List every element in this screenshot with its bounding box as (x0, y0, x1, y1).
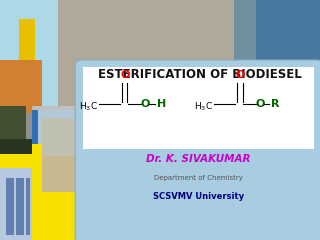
Bar (83, 67, 314, 149)
Bar (192, 110, 218, 139)
Text: Department of Chemistry: Department of Chemistry (154, 175, 243, 181)
Bar (80, 168, 128, 240)
Text: H$_3$C: H$_3$C (79, 101, 98, 113)
Bar (176, 108, 234, 144)
Bar (234, 108, 282, 168)
Text: O: O (140, 99, 150, 109)
Bar (19, 19, 35, 91)
Bar (234, 0, 320, 240)
Bar (38, 110, 77, 149)
Text: O: O (235, 70, 245, 80)
Bar (26, 178, 30, 235)
Bar (96, 108, 160, 240)
Bar (16, 178, 24, 235)
Bar (102, 132, 160, 216)
Bar (0, 144, 96, 240)
Bar (0, 60, 42, 113)
Bar (42, 120, 122, 192)
Text: H$_3$C: H$_3$C (194, 101, 213, 113)
Bar (6, 178, 14, 235)
FancyBboxPatch shape (75, 60, 320, 240)
Text: H: H (157, 99, 166, 109)
Bar (0, 113, 32, 149)
Text: SCSVMV University: SCSVMV University (153, 192, 244, 201)
Bar (42, 118, 128, 156)
Bar (205, 151, 218, 175)
Bar (0, 106, 26, 149)
Text: O: O (120, 70, 130, 80)
Bar (198, 142, 224, 180)
Bar (86, 185, 118, 228)
Bar (32, 110, 74, 144)
Text: Dr. K. SIVAKUMAR: Dr. K. SIVAKUMAR (146, 154, 251, 164)
Bar (234, 168, 298, 240)
Bar (256, 0, 320, 156)
Text: ESTERIFICATION OF BIODIESEL: ESTERIFICATION OF BIODIESEL (98, 68, 302, 81)
Text: O: O (255, 99, 265, 109)
Bar (282, 144, 320, 240)
Bar (32, 106, 77, 149)
Bar (0, 0, 58, 106)
Bar (0, 60, 42, 113)
Text: R: R (271, 99, 280, 109)
Bar (0, 168, 32, 240)
Bar (0, 139, 32, 154)
